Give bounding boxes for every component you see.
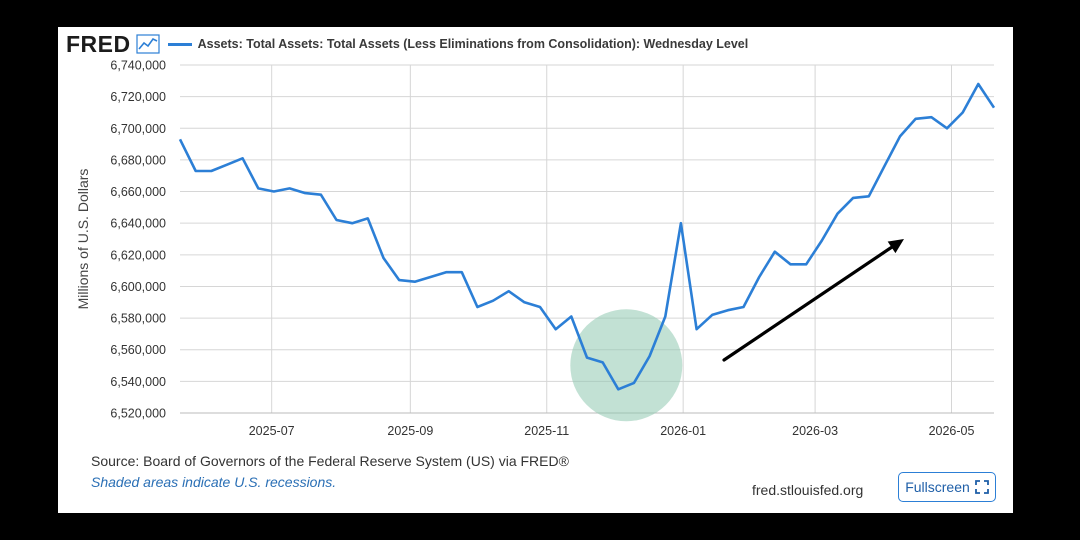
data-point (648, 354, 652, 358)
chart-header: FRED Assets: Total Assets: Total Assets … (66, 31, 748, 57)
chart-card: FRED Assets: Total Assets: Total Assets … (58, 27, 1013, 513)
data-point (992, 106, 996, 110)
y-tick-label: 6,540,000 (110, 375, 166, 389)
data-point (241, 156, 245, 160)
arrow-shaft (722, 243, 897, 362)
data-point (319, 193, 323, 197)
data-point (475, 305, 479, 309)
recession-note: Shaded areas indicate U.S. recessions. (91, 474, 337, 490)
y-tick-label: 6,660,000 (110, 185, 166, 199)
y-axis-label: Millions of U.S. Dollars (75, 169, 91, 310)
data-point (585, 356, 589, 360)
x-tick-label: 2026-01 (660, 424, 706, 438)
data-point (413, 280, 417, 284)
data-point (820, 239, 824, 243)
source-text: Source: Board of Governors of the Federa… (91, 453, 569, 469)
y-tick-label: 6,580,000 (110, 312, 166, 326)
data-point (194, 169, 198, 173)
x-tick-label: 2025-11 (524, 424, 569, 438)
x-tick-label: 2025-09 (387, 424, 433, 438)
data-point (663, 315, 667, 319)
data-point (538, 305, 542, 309)
data-point (397, 278, 401, 282)
data-point (742, 305, 746, 309)
fullscreen-label: Fullscreen (905, 479, 970, 495)
site-link[interactable]: fred.stlouisfed.org (752, 482, 864, 498)
data-point (867, 194, 871, 198)
data-point (773, 250, 777, 254)
y-tick-label: 6,600,000 (110, 280, 166, 294)
data-point (225, 163, 229, 167)
y-tick-label: 6,640,000 (110, 217, 166, 231)
arrow-head (887, 239, 904, 254)
data-point (710, 313, 714, 317)
y-tick-label: 6,680,000 (110, 153, 166, 167)
data-point (507, 289, 511, 293)
data-point (428, 275, 432, 279)
data-point (929, 115, 933, 119)
data-point (882, 164, 886, 168)
highlight-circle (570, 309, 683, 422)
data-point (350, 221, 354, 225)
data-point (303, 191, 307, 195)
x-tick-label: 2026-05 (929, 424, 975, 438)
y-tick-label: 6,620,000 (110, 248, 166, 262)
y-tick-label: 6,700,000 (110, 122, 166, 136)
data-point (961, 110, 965, 114)
data-point (898, 134, 902, 138)
x-tick-label: 2025-07 (249, 424, 295, 438)
highlight-circle-annotation (570, 309, 683, 422)
data-point (366, 216, 370, 220)
y-tick-label: 6,560,000 (110, 343, 166, 357)
data-point (757, 275, 761, 279)
data-point (616, 387, 620, 391)
trend-arrow-annotation (722, 239, 904, 362)
data-point (335, 218, 339, 222)
data-point (726, 308, 730, 312)
data-point (632, 381, 636, 385)
data-point (554, 327, 558, 331)
line-chart-icon (136, 34, 160, 54)
data-point (976, 82, 980, 86)
data-point (695, 327, 699, 331)
x-tick-label: 2026-03 (792, 424, 838, 438)
y-tick-label: 6,740,000 (110, 59, 166, 73)
data-point (851, 196, 855, 200)
data-point (835, 212, 839, 216)
y-tick-label: 6,720,000 (110, 90, 166, 104)
data-point (444, 270, 448, 274)
data-point (522, 300, 526, 304)
data-point (178, 137, 182, 141)
expand-icon (974, 480, 989, 494)
data-point (460, 270, 464, 274)
data-point (256, 186, 260, 190)
data-point (804, 262, 808, 266)
data-point (679, 221, 683, 225)
data-point (945, 126, 949, 130)
line-chart: 6,520,000 6,540,000 6,560,000 6,580,000 6,60… (75, 59, 996, 438)
data-point (382, 256, 386, 260)
data-point (914, 117, 918, 121)
data-point (209, 169, 213, 173)
data-point (601, 360, 605, 364)
series-group (178, 82, 996, 391)
x-tick-labels: 2025-07 2025-09 2025-11 2026-01 2026-03 2026-… (249, 424, 975, 438)
y-tick-label: 6,520,000 (110, 407, 166, 421)
data-point (789, 262, 793, 266)
fullscreen-button[interactable]: Fullscreen (898, 472, 996, 502)
data-point (288, 186, 292, 190)
series-line (178, 82, 996, 391)
data-point (272, 190, 276, 194)
series-title: Assets: Total Assets: Total Assets (Less… (197, 37, 749, 51)
legend-swatch (167, 42, 192, 46)
data-point (569, 315, 573, 319)
y-tick-labels: 6,520,000 6,540,000 6,560,000 6,580,000 6,60… (110, 59, 166, 421)
fred-logo[interactable]: FRED (66, 30, 131, 57)
data-point (491, 299, 495, 303)
